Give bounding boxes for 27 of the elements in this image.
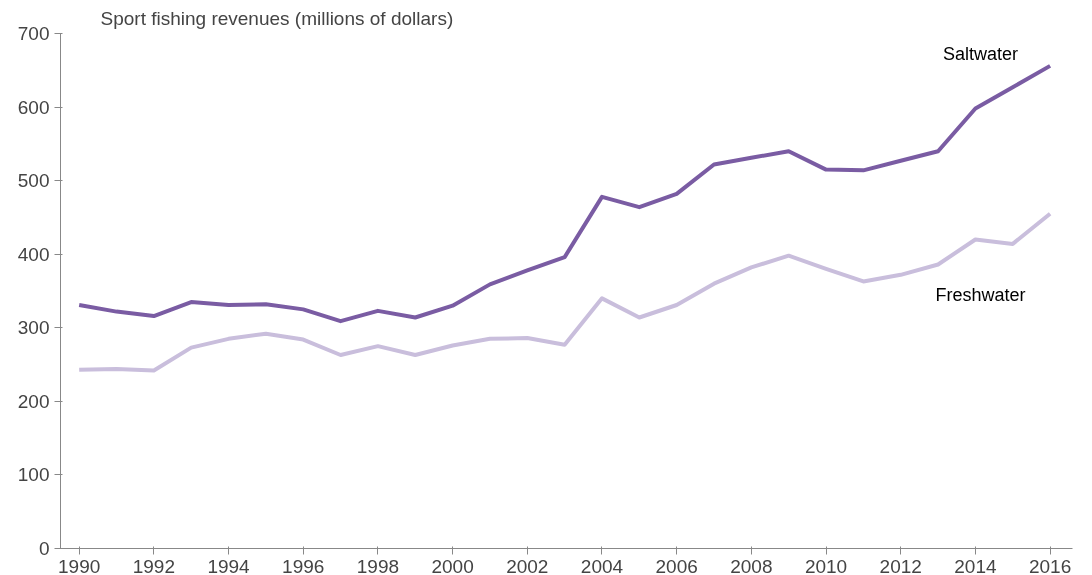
x-tick-label: 1996	[282, 555, 325, 575]
x-tick-label: 1990	[58, 555, 101, 575]
line-series	[77, 211, 1053, 373]
y-tick-label: 700	[17, 23, 50, 44]
line-series	[77, 63, 1053, 324]
x-tick-label: 2016	[1028, 555, 1072, 575]
y-tick-label: 0	[38, 538, 50, 559]
y-tick-label: 600	[17, 96, 50, 118]
x-tick-label: 1994	[207, 555, 251, 575]
y-tick-label: 500	[17, 170, 50, 192]
chart-title: Sport fishing revenues (millions of dollars)	[100, 7, 454, 29]
y-tick-label: 200	[17, 390, 50, 412]
x-tick-label: 1998	[356, 555, 400, 575]
x-tick-label: 1992	[132, 555, 176, 575]
x-tick-label: 2000	[431, 555, 474, 575]
x-tick-label: 2014	[954, 555, 997, 575]
x-tick-label: 2012	[879, 555, 922, 575]
y-tick-label: 100	[17, 464, 50, 486]
y-tick-label: 300	[17, 317, 50, 339]
x-tick-label: 2008	[730, 555, 773, 575]
series-label: Freshwater	[935, 284, 1026, 305]
x-tick-label: 2010	[804, 555, 848, 575]
y-tick-label: 400	[17, 243, 50, 265]
x-tick-label: 2004	[580, 555, 624, 575]
x-tick-label: 2002	[506, 555, 549, 575]
series-label: Saltwater	[942, 43, 1018, 64]
x-tick-label: 2006	[655, 555, 698, 575]
